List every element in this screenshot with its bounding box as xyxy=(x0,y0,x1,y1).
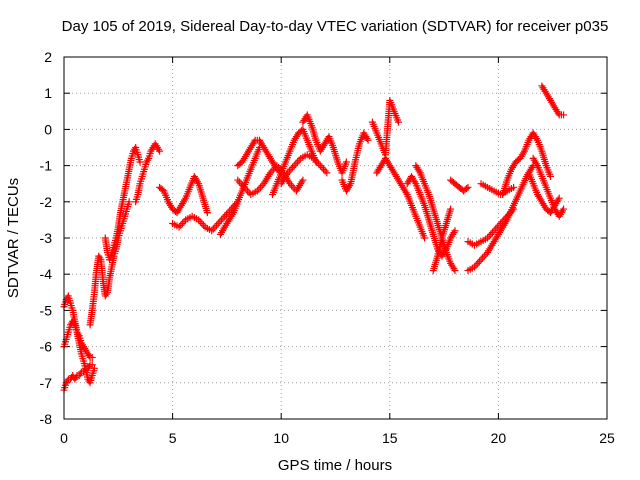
data-point-trail xyxy=(488,229,496,237)
data-point xyxy=(88,353,96,361)
data-point-trail xyxy=(480,252,488,260)
y-tick-label: -7 xyxy=(40,375,53,391)
axis-ticks xyxy=(63,56,608,420)
data-point xyxy=(555,194,563,202)
y-tick-label: -4 xyxy=(40,266,53,282)
y-tick-label: -5 xyxy=(40,302,53,318)
data-point-trail xyxy=(318,163,326,171)
data-point xyxy=(299,176,307,184)
data-point xyxy=(510,205,518,213)
data-point-trail xyxy=(320,165,328,173)
data-point xyxy=(364,136,372,144)
data-point-trail xyxy=(463,185,471,193)
data-point-trail xyxy=(209,225,217,233)
x-axis-label: GPS time / hours xyxy=(278,457,392,474)
x-tick-labels: 0 5 10 15 20 25 xyxy=(60,430,615,446)
data-point-trail xyxy=(321,167,329,175)
plot-frame xyxy=(63,56,608,420)
data-point-trail xyxy=(257,183,265,191)
data-point xyxy=(490,227,498,235)
data-point xyxy=(125,198,133,206)
x-tick-label: 15 xyxy=(382,430,398,446)
data-point-trail xyxy=(287,165,295,173)
y-tick-label: -8 xyxy=(40,411,53,427)
data-point xyxy=(451,267,459,275)
data-point-trail xyxy=(76,370,84,378)
y-tick-label: -6 xyxy=(40,339,53,355)
grid xyxy=(64,57,607,419)
data-point xyxy=(221,212,229,220)
data-point-trail xyxy=(479,254,487,262)
data-point-trail xyxy=(293,158,301,166)
data-point xyxy=(560,205,568,213)
data-point xyxy=(234,176,242,184)
data-point xyxy=(547,172,555,180)
data-point xyxy=(451,227,459,235)
y-axis-label: SDTVAR / TECUs xyxy=(5,178,22,298)
data-point-trail xyxy=(245,189,253,197)
y-tick-label: 1 xyxy=(44,85,52,101)
data-point xyxy=(290,162,298,170)
data-point xyxy=(560,111,568,119)
data-point xyxy=(316,162,324,170)
y-tick-label: 2 xyxy=(44,49,52,65)
data-point-trail xyxy=(487,230,495,238)
x-tick-label: 20 xyxy=(491,430,507,446)
data-point-trail xyxy=(144,156,152,164)
chart-title: Day 105 of 2019, Sidereal Day-to-day VTE… xyxy=(62,18,609,35)
data-point xyxy=(464,183,472,191)
data-point-trail xyxy=(213,221,221,229)
data-point-trail xyxy=(198,220,206,228)
x-tick-label: 5 xyxy=(169,430,177,446)
data-points xyxy=(60,82,568,394)
data-point xyxy=(394,118,402,126)
data-point xyxy=(88,361,96,369)
y-tick-label: 0 xyxy=(44,121,52,137)
data-point-trail xyxy=(292,160,300,168)
data-point xyxy=(136,158,144,166)
data-point xyxy=(90,364,98,372)
data-point-trail xyxy=(219,214,227,222)
data-point-trail xyxy=(289,163,297,171)
x-tick-label: 25 xyxy=(599,430,615,446)
data-point xyxy=(477,256,485,264)
data-point-trail xyxy=(475,258,483,266)
y-tick-label: -2 xyxy=(40,194,53,210)
y-tick-label: -3 xyxy=(40,230,53,246)
x-tick-label: 10 xyxy=(273,430,289,446)
data-point xyxy=(447,205,455,213)
y-tick-labels: -8 -7 -6 -5 -4 -3 -2 -1 0 1 2 xyxy=(40,49,53,427)
data-point-trail xyxy=(177,221,185,229)
data-point xyxy=(156,147,164,155)
y-tick-label: -1 xyxy=(40,158,53,174)
data-point-trail xyxy=(216,218,224,226)
data-point xyxy=(203,209,211,217)
data-point xyxy=(342,158,350,166)
data-point xyxy=(510,183,518,191)
data-point xyxy=(214,220,222,228)
data-point-trail xyxy=(474,259,482,267)
data-point-trail xyxy=(217,216,225,224)
data-point xyxy=(323,169,331,177)
data-point xyxy=(421,234,429,242)
data-point-trail xyxy=(63,377,71,385)
x-tick-label: 0 xyxy=(60,430,68,446)
